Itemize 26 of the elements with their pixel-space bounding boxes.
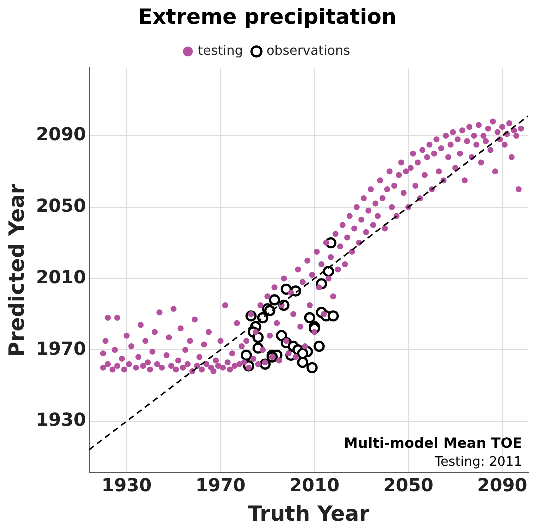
point	[240, 350, 252, 362]
x-axis-title: Truth Year	[248, 502, 370, 526]
x-tick-label: 2050	[384, 476, 434, 497]
y-tick-label: 2090	[36, 124, 86, 146]
x-tick-label: 2090	[477, 476, 528, 497]
point	[328, 310, 340, 322]
legend-label: testing	[198, 44, 244, 60]
y-tick-label: 2010	[36, 267, 86, 288]
annotation: Multi-model Mean TOE	[344, 436, 522, 452]
chart-title: Extreme precipitation	[138, 5, 397, 30]
point	[314, 340, 325, 352]
y-tick-label: 2050	[36, 196, 86, 218]
y-tick-label: 1930	[36, 410, 86, 432]
y-axis-title: Predicted Year	[5, 183, 30, 358]
point	[306, 362, 318, 374]
point	[252, 332, 264, 344]
point	[323, 266, 334, 278]
annotation: Testing: 2011	[434, 455, 522, 470]
point	[304, 312, 316, 324]
x-tick-label: 2010	[290, 476, 340, 497]
point	[269, 294, 280, 306]
point	[297, 356, 309, 368]
x-tick-label: 1930	[102, 476, 152, 497]
y-tick-label: 1970	[36, 338, 86, 360]
legend-label: observations	[266, 44, 351, 60]
x-tick-label: 1970	[196, 476, 246, 497]
